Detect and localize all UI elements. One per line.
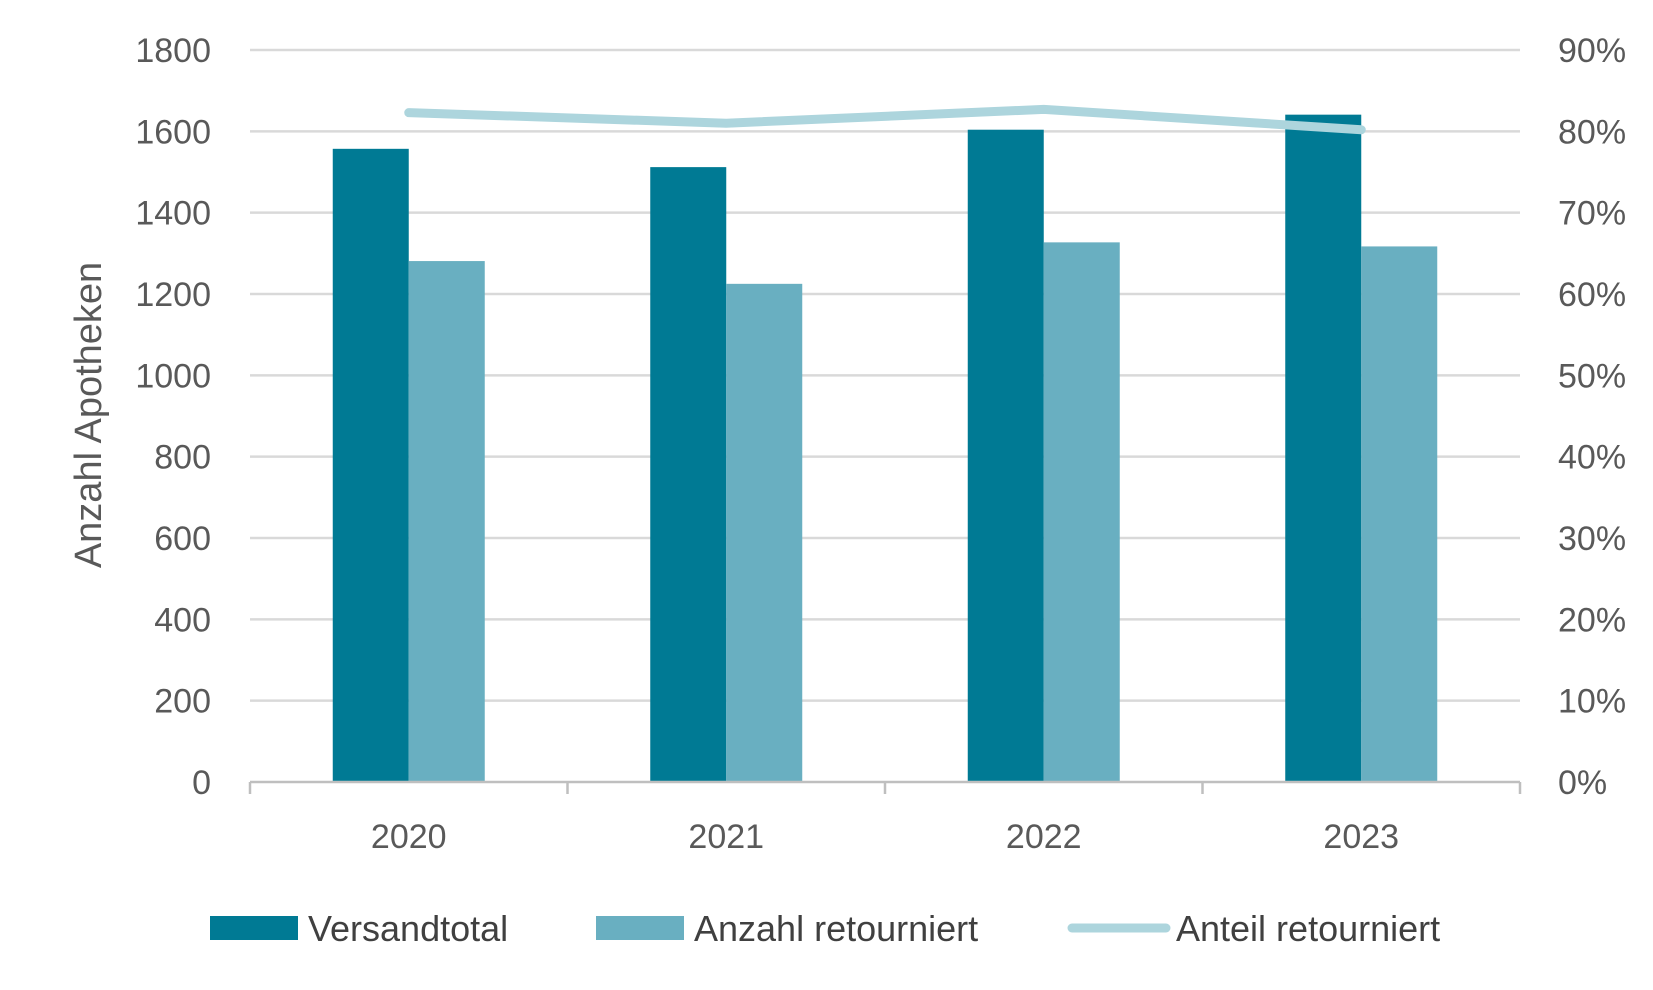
y-tick-label: 1800 xyxy=(135,32,211,70)
y2-tick-label: 40% xyxy=(1558,439,1626,477)
bar-versandtotal xyxy=(332,148,409,782)
y2-tick-label: 30% xyxy=(1558,520,1626,558)
line-series xyxy=(404,104,1366,135)
legend-label-anzahl-retourniert: Anzahl retourniert xyxy=(694,908,978,949)
legend-label-anteil-retourniert: Anteil retourniert xyxy=(1176,908,1440,949)
legend-label-versandtotal: Versandtotal xyxy=(308,908,508,949)
y2-tick-label: 70% xyxy=(1558,195,1626,233)
y2-tick-label: 10% xyxy=(1558,683,1626,721)
x-axis: 2020 2021 2022 2023 xyxy=(248,780,1522,856)
bar-versandtotal xyxy=(1285,114,1362,782)
y2-tick-label: 0% xyxy=(1558,764,1607,802)
legend-swatch-versandtotal xyxy=(210,916,298,940)
x-tick-label: 2020 xyxy=(371,818,447,856)
bar-anzahl-retourniert xyxy=(1043,242,1120,782)
y-tick-label: 1000 xyxy=(135,357,211,395)
y2-tick-label: 60% xyxy=(1558,276,1626,314)
y-tick-label: 0 xyxy=(192,764,211,802)
x-tick-label: 2022 xyxy=(1006,818,1082,856)
y-axis-left: 0 200 400 600 800 1000 1200 1400 1600 1800 xyxy=(135,32,211,802)
x-tick-label: 2023 xyxy=(1323,818,1399,856)
y2-tick-label: 90% xyxy=(1558,32,1626,70)
y2-tick-label: 50% xyxy=(1558,357,1626,395)
y-tick-label: 800 xyxy=(154,439,211,477)
bar-anzahl-retourniert xyxy=(1361,246,1438,783)
bars xyxy=(332,114,1438,783)
y-tick-label: 400 xyxy=(154,601,211,639)
bar-anzahl-retourniert xyxy=(726,283,803,782)
y2-tick-label: 20% xyxy=(1558,601,1626,639)
legend-swatch-anzahl-retourniert xyxy=(596,916,684,940)
legend: Versandtotal Anzahl retourniert Anteil ret… xyxy=(210,908,1440,949)
y-tick-label: 1600 xyxy=(135,113,211,151)
bar-versandtotal xyxy=(650,167,727,782)
y-tick-label: 1400 xyxy=(135,195,211,233)
y-axis-title: Anzahl Apotheken xyxy=(68,262,110,568)
bar-anzahl-retourniert xyxy=(408,261,485,782)
y-tick-label: 200 xyxy=(154,683,211,721)
y-tick-label: 600 xyxy=(154,520,211,558)
line-anteil-retourniert xyxy=(404,104,1366,135)
y-axis-right: 0% 10% 20% 30% 40% 50% 60% 70% 80% 90% xyxy=(1558,32,1626,802)
x-tick-label: 2021 xyxy=(688,818,764,856)
y2-tick-label: 80% xyxy=(1558,113,1626,151)
y-tick-label: 1200 xyxy=(135,276,211,314)
bar-versandtotal xyxy=(967,129,1044,782)
